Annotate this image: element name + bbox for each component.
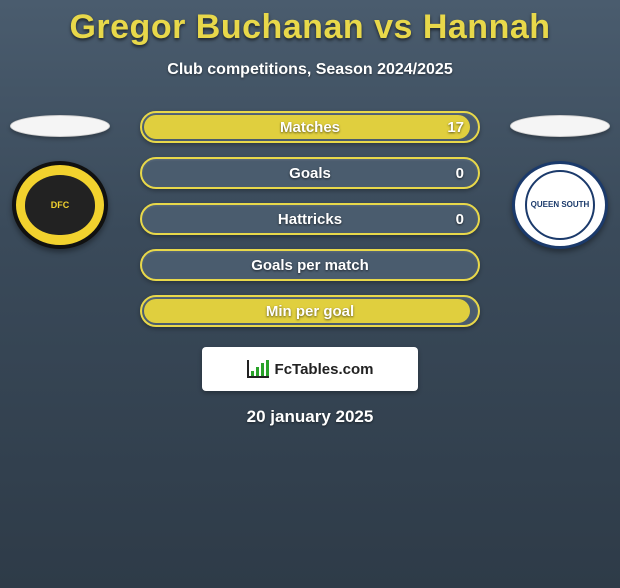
bar-chart-icon [247,360,269,378]
right-crest-label: QUEEN SOUTH [525,170,595,240]
stat-label: Hattricks [278,211,342,228]
brand-logo: FcTables.com [202,347,418,391]
stat-bar: Matches 17 [140,111,480,143]
stat-label: Goals per match [251,257,369,274]
stat-bar: Hattricks 0 [140,203,480,235]
page-title: Gregor Buchanan vs Hannah [0,8,620,47]
left-team-crest: DFC [12,161,108,249]
stat-bar: Goals 0 [140,157,480,189]
stat-bars: Matches 17 Goals 0 Hattricks 0 Goals per match… [140,111,480,327]
snapshot-date: 20 january 2025 [0,407,620,427]
left-flag-placeholder [10,115,110,137]
brand-text: FcTables.com [275,361,374,378]
stat-label: Goals [289,165,331,182]
stat-value: 0 [456,211,464,228]
stat-label: Matches [280,119,340,136]
right-team-crest: QUEEN SOUTH [512,161,608,249]
stat-bar: Min per goal [140,295,480,327]
right-flag-placeholder [510,115,610,137]
left-player-column: DFC [0,111,120,249]
comparison-panel: DFC QUEEN SOUTH Matches17Goals0Hattricks… [0,111,620,327]
stat-value: 17 [447,119,464,136]
stat-value: 0 [456,165,464,182]
right-player-column: QUEEN SOUTH [500,111,620,249]
left-crest-label: DFC [25,175,95,235]
stat-label: Min per goal [266,303,354,320]
stat-bar: Goals per match [140,249,480,281]
subtitle: Club competitions, Season 2024/2025 [0,61,620,79]
